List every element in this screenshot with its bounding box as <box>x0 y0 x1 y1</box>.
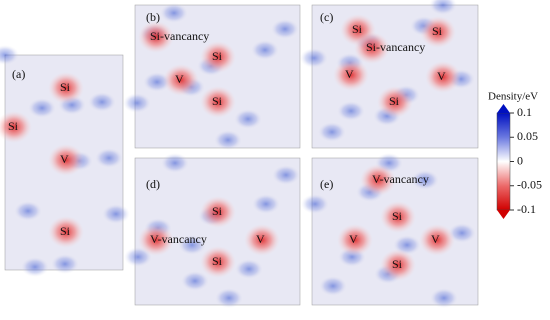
annotation: Si <box>60 80 71 94</box>
red-region <box>333 59 369 91</box>
red-region <box>200 246 236 278</box>
red-region <box>377 86 413 118</box>
annotation: Si <box>8 119 19 133</box>
annotation: Si <box>392 209 403 223</box>
red-region <box>419 224 455 256</box>
colorbar <box>496 112 511 211</box>
blue-region <box>178 235 206 255</box>
blue-region <box>272 165 300 185</box>
red-region <box>163 64 199 96</box>
annotation: V-vancancy <box>150 232 207 246</box>
blue-region <box>21 257 49 277</box>
red-region <box>425 61 461 93</box>
blue-region <box>88 92 116 112</box>
red-region <box>138 21 174 53</box>
red-region <box>48 216 84 248</box>
annotation: Si <box>60 224 71 238</box>
red-region <box>0 111 32 143</box>
blue-region <box>271 19 299 39</box>
blue-region <box>319 276 347 296</box>
annotation: V <box>175 72 184 86</box>
annotation: Si <box>212 94 223 108</box>
panel-label: (c) <box>320 10 333 24</box>
red-region <box>360 164 396 196</box>
blue-region <box>161 153 189 173</box>
colorbar-tick-label: -0.05 <box>517 178 542 192</box>
annotation: Si <box>212 204 223 218</box>
colorbar-end <box>497 210 510 219</box>
red-region <box>380 201 416 233</box>
blue-region <box>448 223 476 243</box>
annotation: Si-vancancy <box>150 29 209 43</box>
annotation: V <box>345 67 354 81</box>
panel-label: (e) <box>320 177 333 191</box>
colorbar-tick-label: 0 <box>517 153 523 167</box>
blue-region <box>181 271 209 291</box>
annotation: V <box>349 232 358 246</box>
red-region <box>48 72 84 104</box>
panel-label: (b) <box>146 10 160 24</box>
annotation: V <box>60 152 69 166</box>
annotation: Si <box>352 22 363 36</box>
red-region <box>337 224 373 256</box>
annotation: Si-vancancy <box>366 40 425 54</box>
blue-region <box>123 93 151 113</box>
red-region <box>200 41 236 73</box>
colorbar-tick-label: 0.05 <box>517 129 538 143</box>
blue-region <box>318 122 346 142</box>
annotation: Si <box>212 49 223 63</box>
blue-region <box>160 3 188 23</box>
annotation: V <box>431 232 440 246</box>
colorbar-tick-label: 0.1 <box>517 105 532 119</box>
annotation: Si <box>392 257 403 271</box>
blue-region <box>214 130 242 150</box>
blue-region <box>0 45 19 65</box>
blue-region <box>215 288 243 308</box>
panel-label: (d) <box>146 177 160 191</box>
blue-region <box>337 101 365 121</box>
blue-region <box>300 48 328 68</box>
red-region <box>200 86 236 118</box>
blue-region <box>102 204 130 224</box>
blue-region <box>28 98 56 118</box>
annotation: Si <box>432 24 443 38</box>
blue-region <box>301 194 329 214</box>
blue-region <box>51 254 79 274</box>
red-region <box>138 224 174 256</box>
blue-region <box>430 288 458 308</box>
annotation: V <box>437 69 446 83</box>
colorbar-tick-label: -0.1 <box>517 202 536 216</box>
red-region <box>244 224 280 256</box>
blue-region <box>234 109 262 129</box>
blue-region <box>14 201 42 221</box>
panel-label: (a) <box>12 67 25 81</box>
blue-region <box>252 194 280 214</box>
blue-region <box>251 40 279 60</box>
red-region <box>380 249 416 281</box>
red-region <box>48 144 84 176</box>
annotation: V-vancancy <box>372 172 429 186</box>
red-region <box>354 32 390 64</box>
red-region <box>200 196 236 228</box>
blue-region <box>429 0 457 15</box>
blue-region <box>95 148 123 168</box>
annotation: Si <box>389 94 400 108</box>
annotation: Si <box>212 254 223 268</box>
blue-region <box>235 259 263 279</box>
colorbar-title: Density/eV <box>488 91 538 103</box>
colorbar-end <box>497 104 510 113</box>
blue-region <box>411 170 439 190</box>
red-region <box>420 16 456 48</box>
annotation: V <box>256 232 265 246</box>
